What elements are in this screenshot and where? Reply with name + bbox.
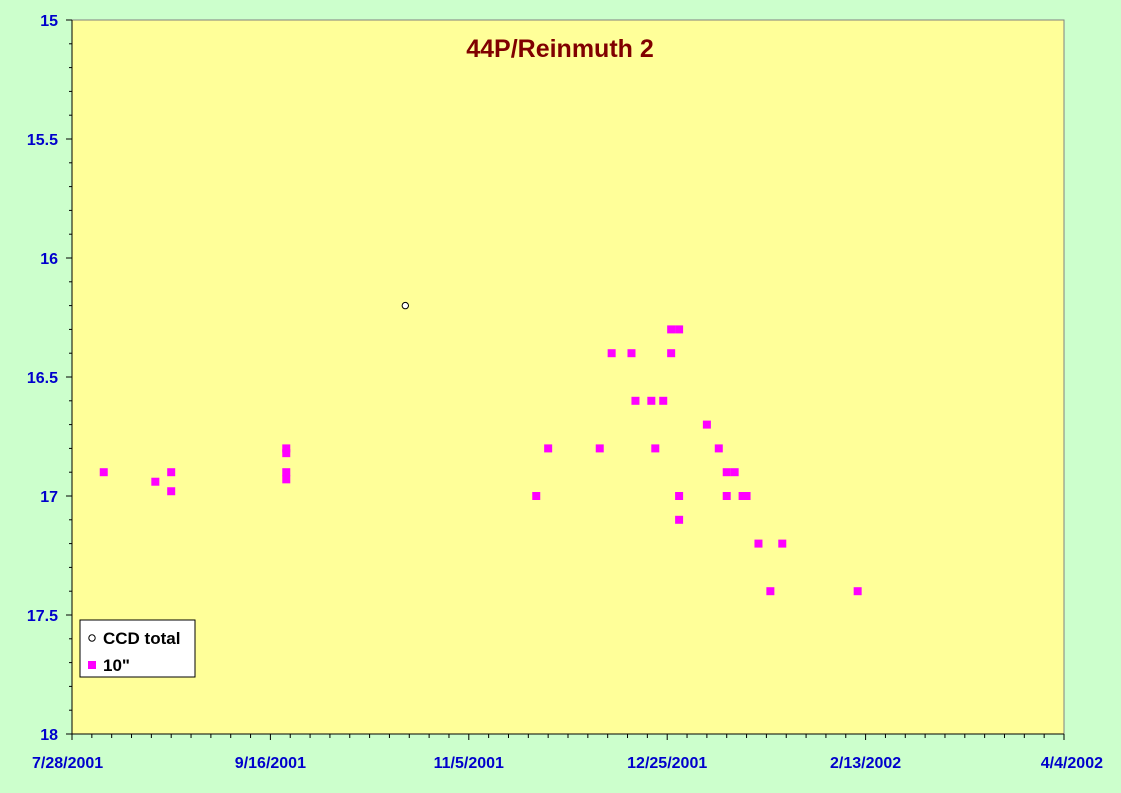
data-point xyxy=(544,444,553,453)
y-tick-label: 17 xyxy=(40,489,58,506)
legend-label-ccd-total: CCD total xyxy=(103,629,180,648)
data-point xyxy=(702,420,711,429)
y-tick-label: 16 xyxy=(40,251,58,268)
data-point xyxy=(607,349,616,358)
data-point xyxy=(651,444,660,453)
data-point xyxy=(282,468,291,477)
data-point xyxy=(778,539,787,548)
data-point xyxy=(667,349,676,358)
data-point xyxy=(282,444,291,453)
y-tick-label: 15.5 xyxy=(27,132,58,149)
data-point xyxy=(659,396,668,405)
data-point xyxy=(742,492,751,500)
data-point xyxy=(627,349,636,358)
data-point xyxy=(667,325,676,334)
data-point xyxy=(675,325,684,334)
data-point xyxy=(167,468,176,477)
data-point xyxy=(722,492,731,500)
data-point xyxy=(167,487,176,496)
data-point xyxy=(675,492,684,500)
legend-marker-10in xyxy=(88,661,96,669)
y-tick-label: 17.5 xyxy=(27,608,58,625)
data-point xyxy=(151,477,160,486)
y-tick-label: 18 xyxy=(40,727,58,744)
chart-title: 44P/Reinmuth 2 xyxy=(466,35,654,63)
data-point xyxy=(282,449,291,458)
legend-label-10in: 10" xyxy=(103,656,130,675)
x-axis: 7/28/2001 9/16/2001 11/5/2001 12/25/2001 2/1… xyxy=(32,733,1103,772)
data-point xyxy=(401,301,410,310)
data-point xyxy=(631,396,640,405)
data-point xyxy=(853,587,862,596)
x-tick-label: 9/16/2001 xyxy=(235,755,306,772)
legend: CCD total 10" xyxy=(79,619,196,678)
data-point xyxy=(595,444,604,453)
data-point xyxy=(99,468,108,477)
series-ccd-total xyxy=(401,301,410,310)
legend-box xyxy=(79,619,196,678)
data-points xyxy=(99,301,862,596)
x-tick-label: 11/5/2001 xyxy=(434,755,504,772)
x-tick-label: 7/28/2001 xyxy=(32,755,103,772)
data-point xyxy=(714,444,723,453)
x-tick-label: 4/4/2002 xyxy=(1041,755,1103,772)
data-point xyxy=(766,587,775,596)
data-point xyxy=(675,515,684,524)
data-point xyxy=(722,468,731,477)
y-tick-label: 15 xyxy=(40,13,58,30)
data-point xyxy=(730,468,739,477)
data-point xyxy=(282,475,291,484)
x-tick-label: 2/13/2002 xyxy=(830,755,901,772)
series-10in xyxy=(99,325,862,596)
data-point xyxy=(532,492,541,500)
y-tick-label: 16.5 xyxy=(27,370,58,387)
plot-area xyxy=(71,19,1065,735)
data-point xyxy=(754,539,763,548)
y-axis: 15 15.5 16 16.5 17 17.5 18 xyxy=(27,13,73,744)
data-point xyxy=(647,396,656,405)
legend-marker-ccd-total xyxy=(88,634,96,642)
x-tick-label: 12/25/2001 xyxy=(627,755,707,772)
